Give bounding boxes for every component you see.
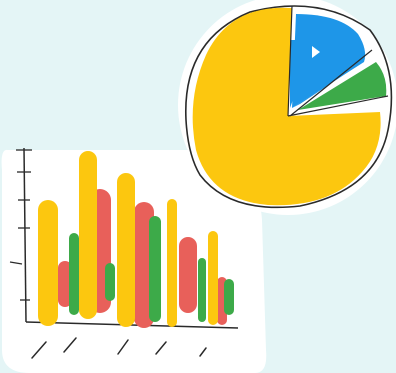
- x-tick: [199, 347, 207, 357]
- pie-slice-green: [298, 62, 387, 110]
- bar-chart: [9, 147, 239, 359]
- pie-slice-blue-2: [290, 40, 300, 108]
- pie-slice-blue: [292, 14, 366, 108]
- y-axis: [23, 147, 27, 323]
- pie-slice-edges: [287, 5, 389, 117]
- y-tick: [9, 261, 23, 265]
- pie-chart: [185, 5, 393, 209]
- x-ticks: [31, 337, 207, 359]
- x-tick: [117, 339, 129, 355]
- pie-notch: [312, 46, 320, 58]
- x-axis: [25, 321, 239, 329]
- y-ticks: [9, 149, 32, 301]
- x-tick: [63, 337, 77, 353]
- pie-slice-yellow: [192, 7, 381, 206]
- pie-outline: [185, 5, 393, 209]
- x-tick: [155, 341, 167, 355]
- bars: [38, 151, 234, 328]
- x-tick: [31, 341, 47, 359]
